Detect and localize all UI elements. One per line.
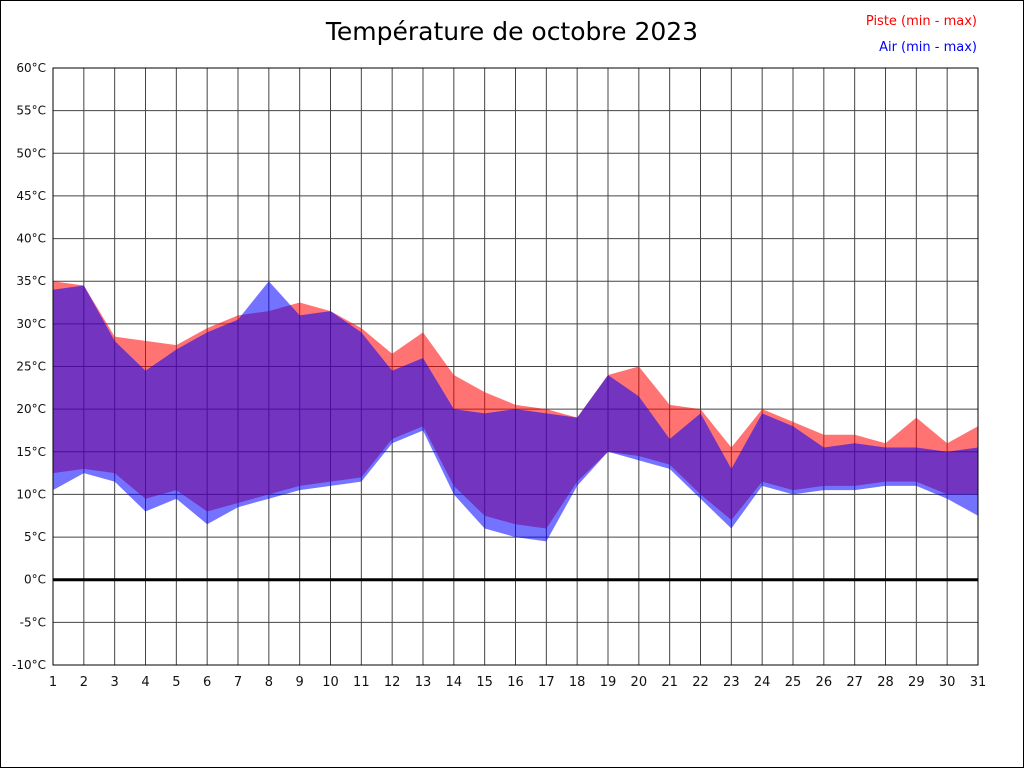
x-tick-label: 17 [538, 675, 555, 690]
x-tick-label: 23 [723, 675, 740, 690]
x-tick-label: 11 [353, 675, 370, 690]
x-tick-label: 9 [296, 675, 304, 690]
x-tick-label: 13 [415, 675, 432, 690]
x-tick-label: 31 [970, 675, 987, 690]
plot-border [52, 67, 979, 666]
air-band [53, 281, 978, 542]
x-tick-label: 16 [507, 675, 524, 690]
x-tick-label: 7 [234, 675, 242, 690]
x-tick-label: 5 [172, 675, 180, 690]
x-tick-label: 4 [141, 675, 149, 690]
y-tick-label: 60°C [16, 61, 46, 75]
y-tick-label: 50°C [16, 146, 46, 160]
series-bands [53, 281, 978, 542]
y-tick-label: 25°C [16, 360, 46, 374]
x-tick-label: 8 [265, 675, 273, 690]
x-tick-label: 18 [569, 675, 586, 690]
legend-piste-label: Piste (min - max) [865, 14, 977, 29]
chart-title: Température de octobre 2023 [325, 17, 699, 46]
x-tick-label: 15 [476, 675, 493, 690]
x-tick-label: 1 [49, 675, 57, 690]
y-tick-label: 5°C [24, 530, 46, 544]
x-tick-label: 10 [322, 675, 339, 690]
y-tick-label: 20°C [16, 402, 46, 416]
x-tick-label: 19 [600, 675, 617, 690]
y-tick-label: 45°C [16, 189, 46, 203]
x-tick-label: 12 [384, 675, 401, 690]
x-tick-label: 6 [203, 675, 211, 690]
x-tick-label: 30 [939, 675, 956, 690]
x-tick-label: 28 [877, 675, 894, 690]
x-tick-label: 29 [908, 675, 925, 690]
x-axis-labels: 1 2 3 4 5 6 7 8 9 10 11 12 13 14 15 16 17 18 19 20 21 22 23 24 2… [49, 675, 986, 690]
x-tick-label: 14 [446, 675, 463, 690]
x-tick-label: 26 [816, 675, 833, 690]
y-tick-label: 15°C [16, 445, 46, 459]
y-axis-labels: -10°C -5°C 0°C 5°C 10°C 15°C 20°C 25°C 30°C 35°C 4… [12, 61, 46, 672]
y-tick-label: -10°C [12, 658, 46, 672]
x-tick-label: 20 [631, 675, 648, 690]
y-tick-label: 55°C [16, 104, 46, 118]
y-tick-label: 35°C [16, 274, 46, 288]
legend-air-label: Air (min - max) [879, 40, 977, 55]
y-tick-label: 10°C [16, 487, 46, 501]
y-tick-label: 30°C [16, 317, 46, 331]
x-tick-label: 24 [754, 675, 771, 690]
x-tick-label: 2 [80, 675, 88, 690]
legend: Piste (min - max) Air (min - max) [866, 9, 977, 61]
y-tick-label: 40°C [16, 232, 46, 246]
y-tick-label: -5°C [20, 615, 46, 629]
x-tick-label: 3 [111, 675, 119, 690]
x-tick-label: 21 [661, 675, 678, 690]
x-tick-label: 25 [785, 675, 802, 690]
x-tick-label: 27 [846, 675, 863, 690]
y-tick-label: 0°C [24, 573, 46, 587]
x-tick-label: 22 [692, 675, 709, 690]
